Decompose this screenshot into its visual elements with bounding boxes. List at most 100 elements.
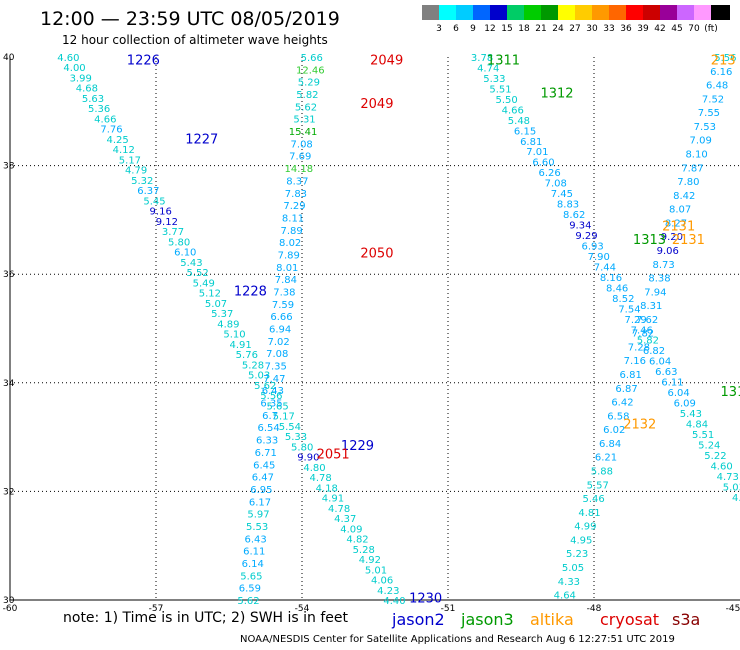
- swh-value: 5.62: [295, 102, 317, 113]
- swh-value: 4.60: [710, 461, 732, 472]
- swh-value: 7.89: [280, 226, 302, 237]
- swh-value: 15.41: [289, 127, 318, 138]
- legend-label: 21: [535, 24, 547, 34]
- swh-value: 5.57: [587, 480, 609, 491]
- swh-value: 7.28: [628, 342, 650, 353]
- swh-value: 4.91: [322, 494, 344, 505]
- swh-value: 7.08: [545, 179, 567, 190]
- swh-value: 5.48: [508, 116, 530, 127]
- legend-label: 15: [501, 24, 513, 34]
- swh-value: 5.63: [82, 94, 104, 105]
- swh-value: 5.53: [246, 522, 268, 533]
- legend-label: 12: [484, 24, 496, 34]
- swh-value: 4.40: [383, 596, 405, 607]
- note-text: note: 1) Time is in UTC; 2) SWH is in fe…: [63, 610, 349, 626]
- swh-value: 6.04: [649, 357, 671, 368]
- swh-value: 5.43: [180, 258, 202, 269]
- legend-swatch: [711, 5, 730, 20]
- swh-value: 3.78: [471, 53, 493, 64]
- swh-value: 4.00: [63, 63, 85, 74]
- swh-value: 7.87: [681, 163, 703, 174]
- swh-value: 6.21: [595, 453, 617, 464]
- swh-value: 8.52: [612, 294, 634, 305]
- pass-label: 2050: [360, 246, 393, 261]
- legend-label: 27: [569, 24, 581, 34]
- legend-swatch: [626, 5, 645, 20]
- swh-value: 4.66: [502, 105, 524, 116]
- swh-value: 7.69: [289, 152, 311, 163]
- swh-value: 3.77: [162, 227, 184, 238]
- swh-value: 4.92: [359, 555, 381, 566]
- swh-value: 6.82: [643, 346, 665, 357]
- swh-value: 5.33: [483, 74, 505, 85]
- swh-value: 6.43: [262, 386, 284, 397]
- swh-value: 4.99: [574, 522, 596, 533]
- legend-label: 18: [518, 24, 530, 34]
- x-tick-label: -54: [295, 604, 310, 614]
- swh-value: 5.01: [365, 565, 387, 576]
- legend-swatch: [643, 5, 662, 20]
- pass-label: 1227: [185, 132, 218, 147]
- swh-value: 6.81: [520, 137, 542, 148]
- swh-value: 4.64: [554, 591, 576, 602]
- swh-value: 9.34: [569, 221, 591, 232]
- legend-swatch: [592, 5, 611, 20]
- swh-value: 8.83: [557, 200, 579, 211]
- swh-value: 9.29: [575, 231, 597, 242]
- legend-label: (ft): [704, 24, 718, 34]
- swh-value: 5.12: [199, 289, 221, 300]
- swh-value: 6.54: [257, 423, 279, 434]
- swh-value: 5.33: [285, 432, 307, 443]
- swh-value: 5.37: [211, 309, 233, 320]
- swh-value: 6.60: [532, 158, 554, 169]
- swh-value: 5.82: [637, 336, 659, 347]
- swh-value: 8.38: [648, 274, 670, 285]
- y-tick-label: 32: [3, 487, 14, 497]
- legend-jason3: jason3: [461, 610, 514, 629]
- map-title: 12:00 — 23:59 UTC 08/05/2019: [40, 8, 340, 30]
- swh-value: 5.76: [236, 350, 258, 361]
- swh-value: 7.82: [632, 329, 654, 340]
- swh-value: 4.82: [346, 535, 368, 546]
- legend-cryosat: cryosat: [600, 610, 660, 629]
- swh-value: 9.16: [150, 207, 172, 218]
- swh-value: 8.01: [276, 263, 298, 274]
- swh-value: 6.26: [538, 168, 560, 179]
- swh-value: 4.91: [230, 340, 252, 351]
- swh-value: 6.10: [174, 248, 196, 259]
- swh-value: 5.80: [291, 442, 313, 453]
- swh-value: 8.73: [652, 260, 674, 271]
- swh-value: 5.17: [273, 412, 295, 423]
- swh-value: 7.01: [526, 147, 548, 158]
- swh-value: 5.56: [260, 391, 282, 402]
- legend-label: 9: [470, 24, 476, 34]
- swh-value: 4.60: [57, 53, 79, 64]
- swh-value: 7.83: [285, 189, 307, 200]
- swh-value: 7.29: [624, 315, 646, 326]
- swh-value: 6.17: [249, 497, 271, 508]
- swh-value: 5.23: [566, 549, 588, 560]
- swh-value: 5.10: [223, 330, 245, 341]
- swh-value: 5.65: [266, 401, 288, 412]
- swh-value: 5.43: [680, 409, 702, 420]
- swh-value: 5.32: [131, 176, 153, 187]
- legend-label: 6: [453, 24, 459, 34]
- swh-value: 7.52: [702, 94, 724, 105]
- swh-value: 5.62: [254, 381, 276, 392]
- pass-label: 2131: [662, 219, 695, 234]
- swh-value: 5.31: [293, 115, 315, 126]
- swh-value: 5.52: [186, 268, 208, 279]
- swh-value: 5.17: [119, 155, 141, 166]
- swh-value: 14.18: [284, 164, 313, 175]
- swh-value: 9.90: [297, 453, 319, 464]
- swh-value: 7.47: [263, 374, 285, 385]
- swh-value: 6.87: [615, 384, 637, 395]
- swh-value: 6.48: [706, 81, 728, 92]
- pass-label: 1229: [341, 439, 374, 454]
- swh-value: 6.66: [270, 312, 292, 323]
- y-tick-label: 40: [3, 53, 15, 63]
- map-subtitle: 12 hour collection of altimeter wave hei…: [62, 33, 328, 47]
- legend-swatch: [473, 5, 492, 20]
- legend-label: 39: [637, 24, 649, 34]
- swh-value: 8.07: [669, 205, 691, 216]
